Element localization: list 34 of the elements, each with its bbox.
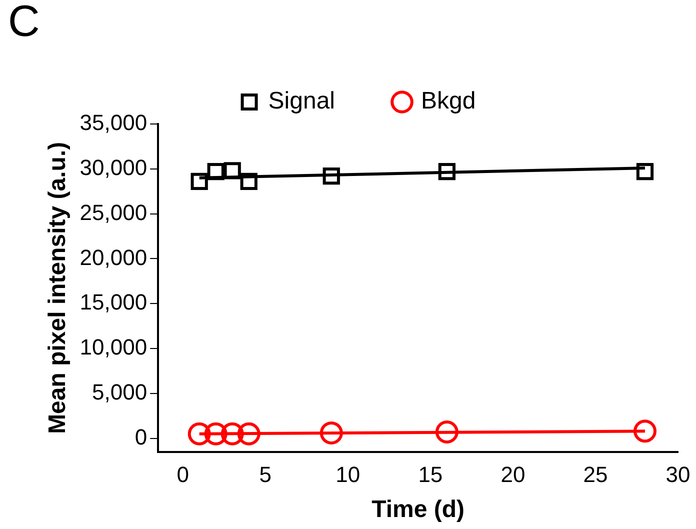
y-tick-label: 15,000 — [80, 290, 148, 315]
point — [224, 162, 241, 180]
point — [204, 422, 228, 446]
y-axis-title: Mean pixel intensity (a.u.) — [44, 142, 72, 434]
x-tick-label: 15 — [418, 462, 443, 488]
y-tick-label: 0 — [134, 424, 148, 450]
legend-label: Signal — [268, 88, 336, 115]
x-axis-title: Time (d) — [372, 496, 464, 524]
point — [438, 163, 456, 180]
legend-label: Bkgd — [421, 88, 476, 115]
y-tick-label: 30,000 — [80, 154, 148, 180]
x-tick-label: 0 — [176, 462, 189, 488]
point — [636, 163, 654, 180]
point — [207, 163, 224, 180]
point — [220, 422, 244, 446]
point — [435, 420, 458, 444]
point — [188, 422, 211, 446]
point — [240, 172, 258, 190]
point — [320, 421, 343, 444]
x-tick-label: 10 — [336, 462, 360, 488]
point — [237, 422, 260, 446]
y-tick-label: 35,000 — [80, 110, 148, 136]
x-tick-label: 30 — [666, 462, 690, 488]
x-tick-label: 5 — [259, 462, 272, 488]
x-tick-label: 25 — [583, 462, 608, 488]
point — [190, 172, 208, 190]
x-tick-label: 20 — [500, 462, 526, 488]
chart-title: C — [8, 0, 40, 46]
y-tick-label: 5,000 — [92, 379, 148, 404]
y-tick-label: 25,000 — [80, 200, 148, 225]
y-tick-label: 10,000 — [80, 334, 148, 360]
point — [322, 168, 340, 185]
point — [633, 420, 656, 443]
y-tick-label: 20,000 — [80, 244, 148, 270]
